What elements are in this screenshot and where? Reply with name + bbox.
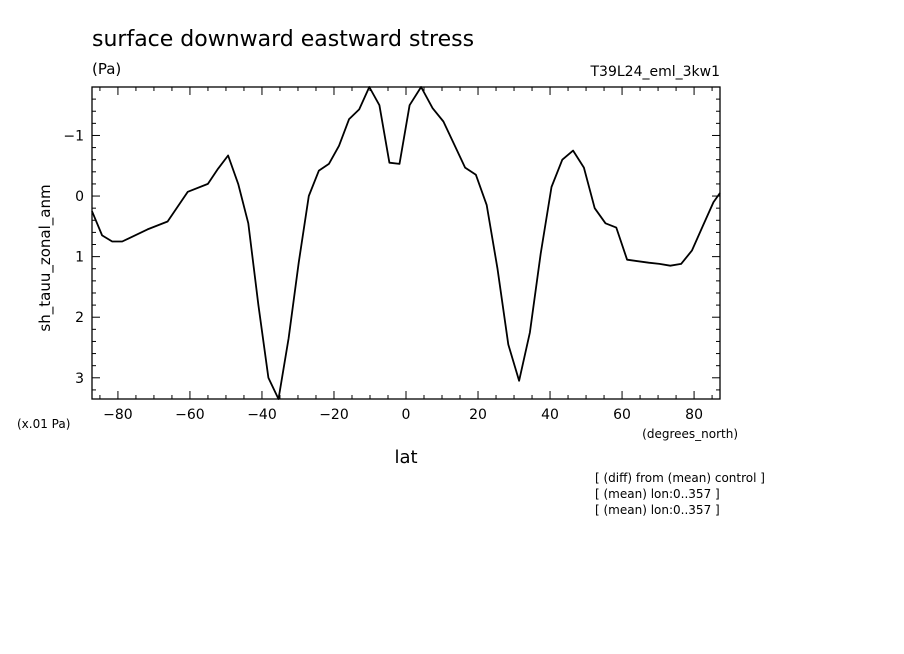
series-lines: [91, 86, 721, 400]
x-axis-label: lat: [394, 447, 417, 468]
note-line-2: [ (mean) lon:0..357 ]: [595, 487, 720, 501]
note-line-3: [ (mean) lon:0..357 ]: [595, 503, 720, 517]
axis-ticks: [92, 87, 720, 399]
plot-frame: [91, 86, 721, 400]
x-tick-label: −80: [103, 407, 133, 423]
x-tick-label: 0: [402, 407, 411, 423]
y-tick-labels: −1 0 1 2 3: [63, 128, 84, 386]
units-label: (Pa): [92, 60, 121, 78]
x-tick-label: −60: [175, 407, 205, 423]
chart-title: surface downward eastward stress: [92, 27, 474, 52]
x-tick-label: 20: [469, 407, 487, 423]
note-line-1: [ (diff) from (mean) control ]: [595, 471, 765, 485]
y-tick-label: 2: [75, 310, 84, 326]
y-tick-label: 1: [75, 250, 84, 266]
y-tick-label: 3: [75, 371, 84, 387]
x-tick-labels: −80 −60 −40 −20 0 20 40 60 80: [103, 407, 703, 423]
x-tick-label: −20: [319, 407, 349, 423]
x-tick-label: 80: [685, 407, 703, 423]
x-tick-label: 40: [541, 407, 559, 423]
series-line: [91, 86, 721, 400]
x-tick-label: −40: [247, 407, 277, 423]
y-tick-label: −1: [63, 128, 84, 144]
y-tick-label: 0: [75, 189, 84, 205]
y-scale-label: (x.01 Pa): [17, 417, 70, 431]
x-units-label: (degrees_north): [642, 427, 738, 441]
run-label: T39L24_eml_3kw1: [590, 64, 721, 80]
y-axis-label: sh_tauu_zonal_anm: [36, 184, 55, 331]
x-tick-label: 60: [613, 407, 631, 423]
